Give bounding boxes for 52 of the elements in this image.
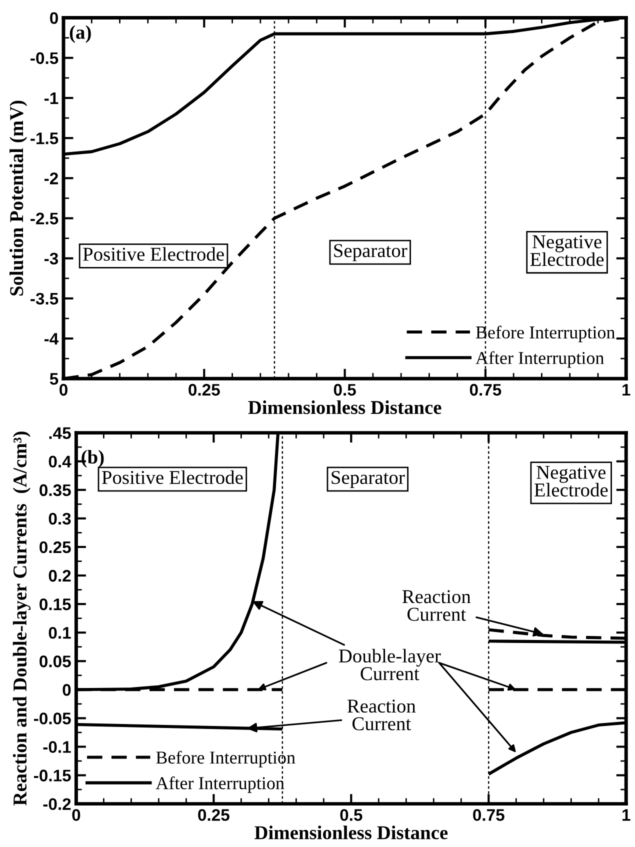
- x-axis-title: Dimensionless Distance: [248, 400, 442, 414]
- y-tick-label: -2: [44, 172, 58, 184]
- annotation: Separator: [332, 470, 405, 488]
- y-tick-label: -2.5: [30, 212, 58, 224]
- y-tick-label: -0.5: [30, 52, 58, 64]
- legend-label: Before Interruption: [476, 326, 616, 342]
- y-tick-label: -0.1: [43, 741, 71, 753]
- x-tick-label: 0.75: [473, 809, 504, 821]
- y-tick-label: -1.5: [30, 132, 58, 144]
- y-tick-label: 0.15: [40, 598, 71, 610]
- annotation: (b): [82, 450, 104, 468]
- y-tick-label: .45: [49, 427, 71, 440]
- annotation: Double-layer Current: [338, 648, 441, 680]
- x-tick-label: 0.5: [340, 809, 362, 821]
- annotation: Negative Electrode: [530, 235, 604, 266]
- legend-label: After Interruption: [476, 351, 604, 368]
- annotation: Negative Electrode: [534, 466, 608, 497]
- legend-label: Before Interruption: [156, 750, 296, 768]
- y-tick-label: 0.05: [40, 656, 71, 668]
- y-tick-label: 0: [50, 12, 58, 24]
- y-tick-label: -4: [44, 333, 59, 345]
- x-tick-label: 0.25: [198, 809, 230, 821]
- y-tick-label: 5: [50, 373, 58, 385]
- y-tick-label: 0.25: [40, 541, 71, 554]
- y-tick-label: 0: [62, 684, 71, 696]
- annotation: Positive Electrode: [83, 247, 224, 261]
- y-tick-label: 0.4: [48, 456, 72, 468]
- y-tick-label: 0.1: [48, 626, 71, 639]
- annotation: (a): [70, 25, 91, 43]
- legend-label: After Interruption: [156, 776, 284, 793]
- y-tick-label: -3.5: [30, 292, 58, 305]
- y-axis-title: Solution Potential (mV): [10, 100, 28, 296]
- y-tick-label: 0.3: [48, 512, 71, 525]
- x-tick-label: 1: [622, 809, 630, 821]
- annotation: Reaction Current: [402, 590, 471, 621]
- y-axis-title: Reaction and Double-layer Currents (A/cm³): [12, 432, 31, 806]
- y-tick-label: -0.05: [34, 712, 71, 724]
- annotation: Positive Electrode: [102, 470, 243, 484]
- annotation: Separator: [334, 244, 408, 262]
- x-tick-label: 0: [72, 809, 80, 821]
- y-tick-label: -1: [44, 92, 58, 104]
- y-tick-label: -0.2: [43, 798, 71, 810]
- annotation: Reaction Current: [347, 700, 416, 730]
- x-tick-label: 0.75: [470, 384, 502, 396]
- x-tick-label: 0.5: [334, 384, 356, 396]
- y-tick-label: -3: [44, 252, 58, 265]
- y-tick-label: 0.2: [48, 570, 71, 582]
- x-axis-title: Dimensionless Distance: [254, 826, 448, 840]
- x-tick-label: 1: [622, 384, 630, 396]
- y-tick-label: 0.35: [40, 484, 71, 496]
- y-tick-label: -0.15: [34, 770, 71, 782]
- x-tick-label: 0.25: [188, 384, 220, 396]
